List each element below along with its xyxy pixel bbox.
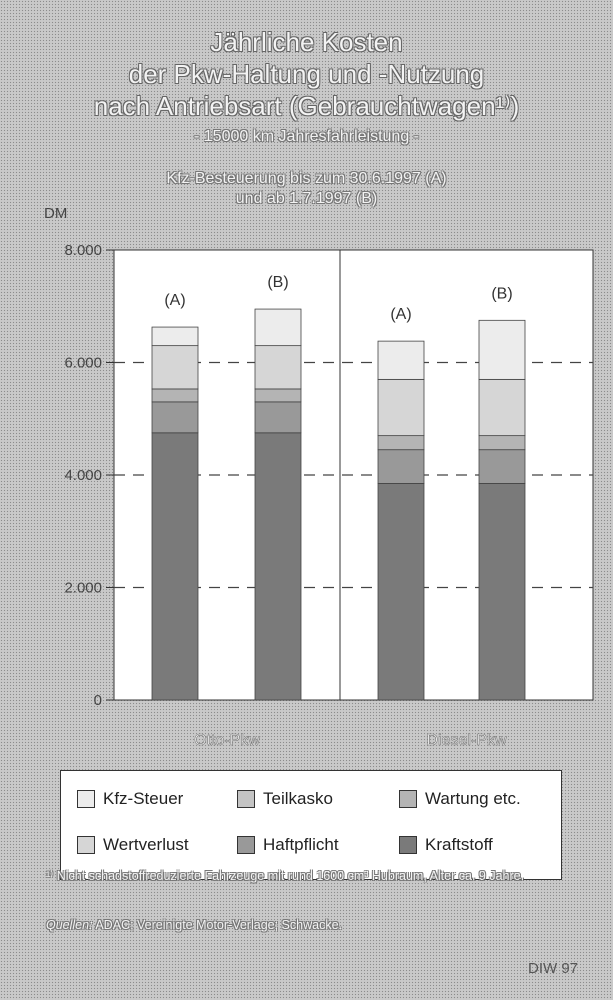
bar-label: (B) [491, 285, 512, 302]
legend-swatch-kraftstoff [399, 836, 417, 854]
subtitle-line-3: und ab 1.7.1997 (B) [235, 190, 378, 207]
bar-segment [478, 449, 526, 484]
bar-segment [478, 378, 526, 437]
legend-swatch-haftpflicht [237, 836, 255, 854]
legend-item-wartung: Wartung etc. [399, 789, 521, 809]
bar-segment [254, 401, 302, 434]
legend-item-teilkasko: Teilkasko [237, 789, 333, 809]
y-axis-label: DM [44, 205, 68, 222]
x-group-label: Diesel-Pkw [426, 732, 506, 749]
legend-label-kfz-steuer: Kfz-Steuer [103, 789, 184, 808]
bar-label: (A) [164, 292, 185, 309]
legend-swatch-teilkasko [237, 790, 255, 808]
bar-label: (A) [390, 306, 411, 323]
footnote: ¹⁾ Nicht schadstoffreduzierte Fahrzeuge … [46, 869, 525, 883]
legend-item-kraftstoff: Kraftstoff [399, 835, 493, 855]
title-line-3: nach Antriebsart (Gebrauchtwagen¹⁾) [93, 91, 520, 121]
bar-label: (B) [267, 274, 288, 291]
title-line-1: Jährliche Kosten [210, 27, 403, 57]
legend-label-kraftstoff: Kraftstoff [425, 835, 493, 854]
legend-swatch-kfz-steuer [77, 790, 95, 808]
bar-segment [377, 449, 425, 484]
legend-item-wertverlust: Wertverlust [77, 835, 189, 855]
bar-segment [151, 401, 199, 434]
legend-item-kfz-steuer: Kfz-Steuer [77, 789, 183, 809]
y-tick-label: 6.000 [64, 355, 102, 372]
title-line-2: der Pkw-Haltung und -Nutzung [128, 59, 485, 89]
chart-title: Jährliche Kosten der Pkw-Haltung und -Nu… [0, 26, 613, 122]
bar-segment [254, 388, 302, 403]
stacked-bar-chart: 0 2.000 4.000 6.000 8.000 (A) (B) (A) (B) Otto-Pk… [64, 242, 594, 749]
bar-segment [254, 345, 302, 390]
y-tick-label: 2.000 [64, 580, 102, 597]
bar-segment [478, 483, 526, 701]
bar-segment [254, 308, 302, 347]
bar-segment [377, 483, 425, 701]
legend-item-haftpflicht: Haftpflicht [237, 835, 339, 855]
bar-segment [377, 435, 425, 451]
legend-swatch-wertverlust [77, 836, 95, 854]
legend-swatch-wartung [399, 790, 417, 808]
credit: DIW 97 [528, 960, 579, 977]
bar-segment [377, 340, 425, 380]
bar-segment [151, 345, 199, 390]
legend-label-wertverlust: Wertverlust [103, 835, 189, 854]
subtitle-line-2: Kfz-Besteuerung bis zum 30.6.1997 (A) [166, 170, 447, 187]
y-tick-label: 0 [94, 692, 102, 709]
subtitle-line-1: - 15000 km Jahresfahrleistung - [194, 128, 419, 145]
sources-text: ADAC; Vereinigte Motor-Verlage; Schwacke… [92, 918, 342, 932]
sources-label: Quellen: [46, 918, 93, 932]
bar-segment [478, 319, 526, 380]
bar-segment [478, 435, 526, 451]
bar-segment [151, 326, 199, 347]
y-tick-label: 8.000 [64, 242, 102, 259]
sources: Quellen: ADAC; Vereinigte Motor-Verlage;… [46, 918, 342, 932]
bar-segment [151, 388, 199, 403]
legend-label-teilkasko: Teilkasko [263, 789, 333, 808]
x-group-label: Otto-Pkw [194, 732, 260, 749]
bar-segment [151, 432, 199, 701]
legend: Kfz-Steuer Teilkasko Wartung etc. Wertve… [60, 770, 562, 880]
y-tick-label: 4.000 [64, 467, 102, 484]
bar-segment [377, 378, 425, 437]
legend-label-haftpflicht: Haftpflicht [263, 835, 339, 854]
legend-label-wartung: Wartung etc. [425, 789, 521, 808]
bar-segment [254, 432, 302, 701]
